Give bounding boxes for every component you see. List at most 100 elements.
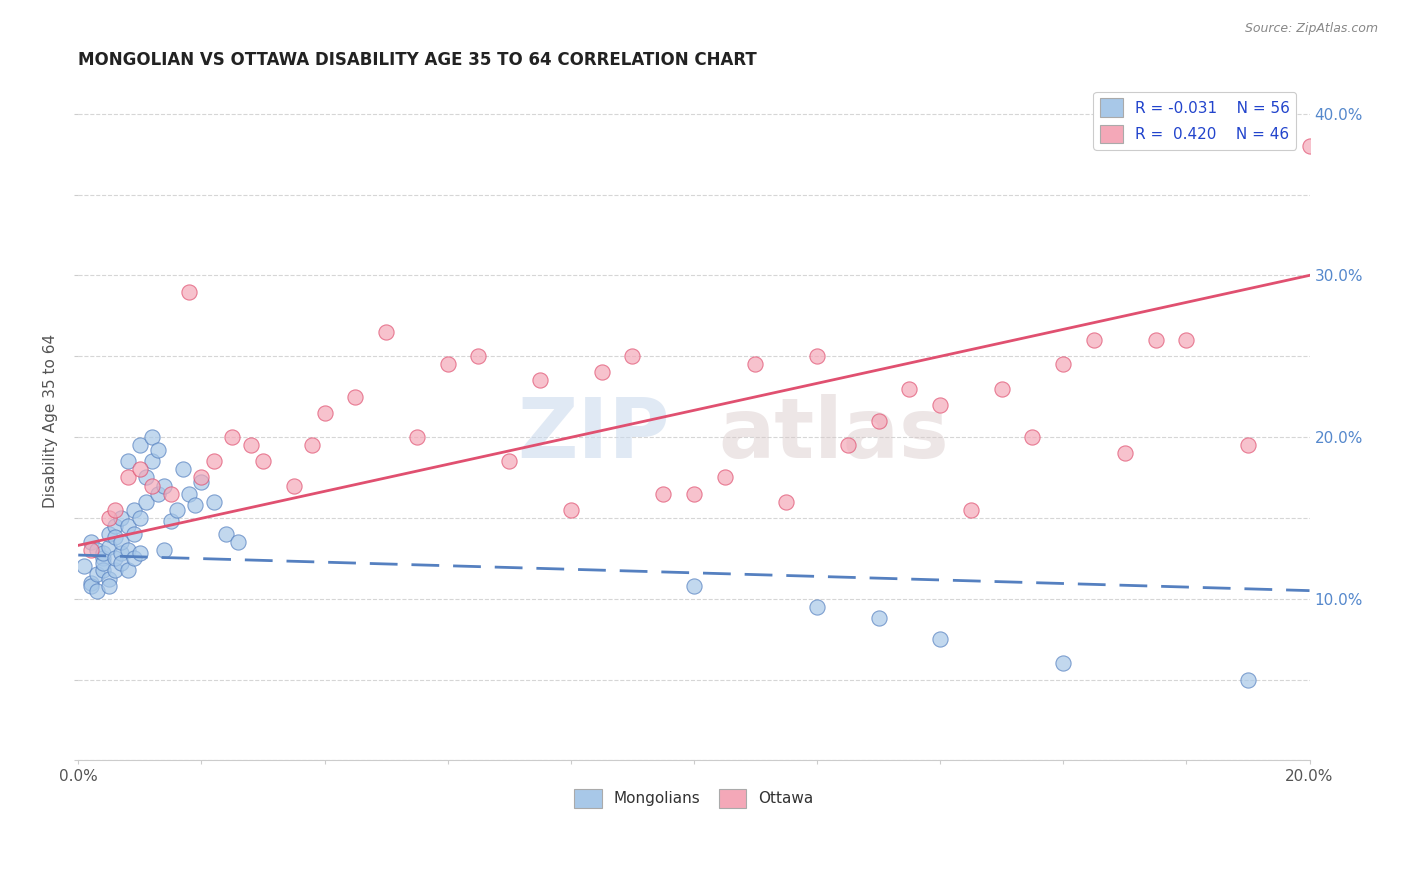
Point	[104, 563, 127, 577]
Point	[314, 406, 336, 420]
Point	[529, 374, 551, 388]
Point	[252, 454, 274, 468]
Point	[79, 579, 101, 593]
Point	[117, 470, 139, 484]
Point	[104, 519, 127, 533]
Point	[184, 498, 207, 512]
Point	[98, 572, 121, 586]
Point	[86, 583, 108, 598]
Point	[1021, 430, 1043, 444]
Point	[104, 551, 127, 566]
Point	[683, 486, 706, 500]
Point	[177, 285, 200, 299]
Point	[141, 478, 163, 492]
Point	[806, 599, 828, 614]
Text: atlas: atlas	[718, 394, 949, 475]
Point	[239, 438, 262, 452]
Point	[148, 442, 170, 457]
Point	[153, 543, 176, 558]
Point	[1237, 438, 1260, 452]
Point	[79, 543, 101, 558]
Point	[1114, 446, 1136, 460]
Point	[221, 430, 243, 444]
Point	[215, 527, 238, 541]
Point	[117, 454, 139, 468]
Point	[141, 430, 163, 444]
Point	[98, 579, 121, 593]
Point	[405, 430, 427, 444]
Point	[91, 556, 114, 570]
Point	[172, 462, 194, 476]
Point	[110, 535, 132, 549]
Point	[117, 519, 139, 533]
Point	[190, 475, 212, 490]
Point	[166, 503, 188, 517]
Point	[79, 535, 101, 549]
Point	[1144, 333, 1167, 347]
Point	[652, 486, 675, 500]
Point	[135, 494, 157, 508]
Point	[86, 567, 108, 582]
Point	[122, 551, 145, 566]
Point	[128, 546, 150, 560]
Point	[1298, 139, 1320, 153]
Point	[990, 382, 1012, 396]
Point	[1052, 657, 1074, 671]
Point	[190, 470, 212, 484]
Point	[228, 535, 250, 549]
Point	[467, 349, 489, 363]
Point	[148, 486, 170, 500]
Point	[110, 511, 132, 525]
Point	[104, 503, 127, 517]
Point	[141, 454, 163, 468]
Point	[159, 486, 181, 500]
Point	[91, 546, 114, 560]
Point	[929, 398, 952, 412]
Point	[98, 527, 121, 541]
Point	[775, 494, 797, 508]
Point	[117, 563, 139, 577]
Point	[79, 575, 101, 590]
Point	[498, 454, 520, 468]
Point	[128, 511, 150, 525]
Point	[104, 530, 127, 544]
Point	[1237, 673, 1260, 687]
Text: ZIP: ZIP	[517, 394, 669, 475]
Point	[1175, 333, 1198, 347]
Y-axis label: Disability Age 35 to 64: Disability Age 35 to 64	[44, 334, 58, 508]
Point	[128, 462, 150, 476]
Point	[110, 546, 132, 560]
Legend: Mongolians, Ottawa: Mongolians, Ottawa	[568, 783, 820, 814]
Point	[591, 365, 613, 379]
Point	[91, 563, 114, 577]
Point	[744, 357, 766, 371]
Text: MONGOLIAN VS OTTAWA DISABILITY AGE 35 TO 64 CORRELATION CHART: MONGOLIAN VS OTTAWA DISABILITY AGE 35 TO…	[79, 51, 756, 69]
Point	[122, 527, 145, 541]
Point	[135, 470, 157, 484]
Text: Source: ZipAtlas.com: Source: ZipAtlas.com	[1244, 22, 1378, 36]
Point	[344, 390, 367, 404]
Point	[122, 503, 145, 517]
Point	[110, 556, 132, 570]
Point	[375, 325, 398, 339]
Point	[202, 494, 225, 508]
Point	[159, 514, 181, 528]
Point	[806, 349, 828, 363]
Point	[560, 503, 582, 517]
Point	[153, 478, 176, 492]
Point	[1052, 357, 1074, 371]
Point	[837, 438, 859, 452]
Point	[177, 486, 200, 500]
Point	[128, 438, 150, 452]
Point	[86, 543, 108, 558]
Point	[898, 382, 921, 396]
Point	[929, 632, 952, 647]
Point	[436, 357, 458, 371]
Point	[73, 559, 96, 574]
Point	[1083, 333, 1105, 347]
Point	[301, 438, 323, 452]
Point	[283, 478, 305, 492]
Point	[960, 503, 983, 517]
Point	[713, 470, 735, 484]
Point	[91, 551, 114, 566]
